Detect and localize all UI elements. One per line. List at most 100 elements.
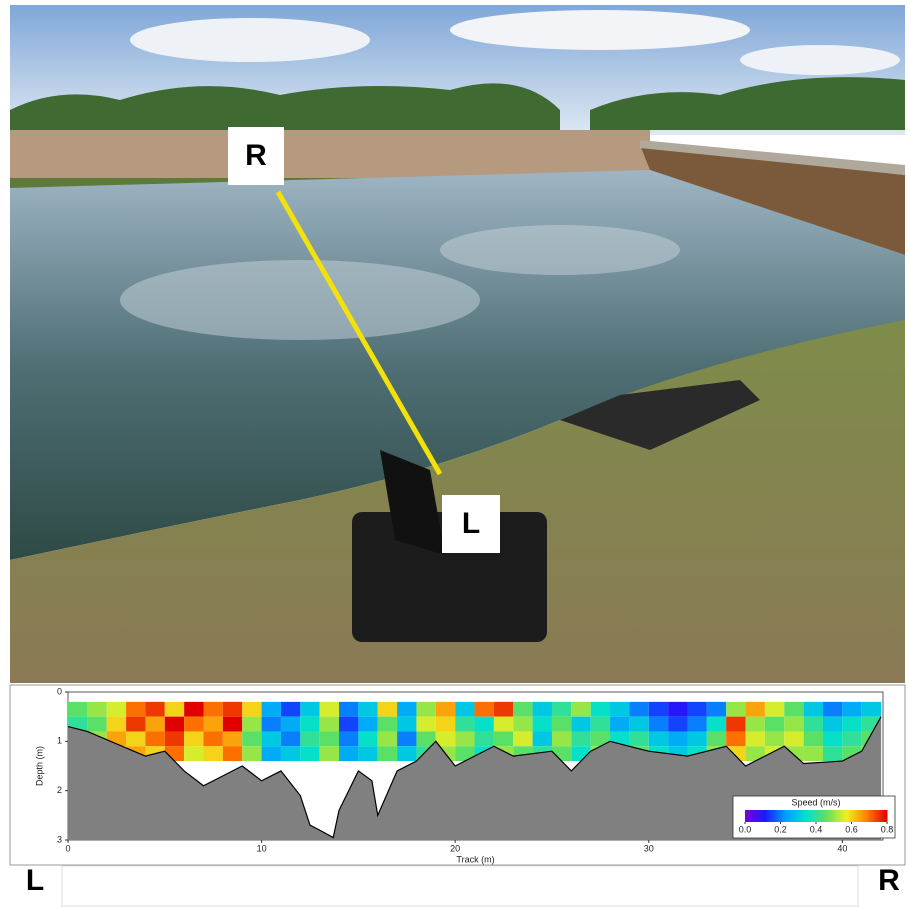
- colorbar-label: Speed (m/s): [791, 797, 840, 807]
- trees: [590, 77, 905, 130]
- speed-cell: [842, 716, 862, 732]
- speed-cell: [532, 701, 552, 717]
- photo: R L: [10, 5, 905, 683]
- speed-cell: [687, 701, 707, 717]
- speed-cell: [648, 701, 669, 717]
- colorbar-swatch: [763, 810, 767, 822]
- speed-cell: [803, 746, 823, 762]
- colorbar-tick-label: 0.4: [810, 824, 823, 834]
- speed-cell: [184, 701, 204, 717]
- speed-cell: [164, 716, 185, 732]
- speed-cell: [87, 701, 107, 717]
- boat: [560, 380, 760, 450]
- colorbar-swatch: [816, 810, 819, 822]
- colorbar-swatch: [749, 810, 753, 822]
- speed-cell: [629, 701, 649, 717]
- speed-cell: [551, 731, 572, 747]
- colorbar-swatch: [825, 810, 829, 822]
- speed-cell: [339, 746, 359, 762]
- speed-cell: [358, 731, 378, 747]
- bed-area: [68, 716, 882, 840]
- speed-cell: [203, 701, 223, 717]
- speed-cell: [435, 716, 456, 732]
- colorbar-swatch: [745, 810, 748, 822]
- colorbar-swatch: [761, 810, 765, 822]
- speed-cell: [164, 701, 185, 717]
- transect-line: [275, 190, 443, 476]
- speed-cell: [687, 716, 707, 732]
- speed-cell: [726, 701, 746, 717]
- speed-cell: [68, 701, 88, 717]
- speed-cell: [455, 716, 475, 732]
- speed-cell: [377, 701, 398, 717]
- speed-cell: [551, 716, 572, 732]
- colorbar-swatch: [851, 810, 855, 822]
- y-tick-label: 3: [57, 834, 62, 844]
- colorbar-swatch: [879, 810, 883, 822]
- speed-cell: [532, 731, 552, 747]
- colorbar-swatch: [884, 810, 888, 822]
- speed-cell: [300, 716, 320, 732]
- speed-cell: [397, 746, 417, 762]
- speed-cell: [822, 716, 843, 732]
- y-axis-label: Depth (m): [34, 746, 44, 786]
- label-left: L: [462, 507, 480, 540]
- colorbar-swatch: [882, 810, 886, 822]
- colorbar-swatch: [794, 810, 798, 822]
- speed-cell: [571, 716, 591, 732]
- colorbar-swatch: [823, 810, 826, 822]
- speed-cell: [280, 731, 301, 747]
- speed-cell: [590, 731, 611, 747]
- speed-cell: [764, 716, 785, 732]
- speed-cell: [242, 746, 262, 762]
- speed-cell: [280, 701, 301, 717]
- colorbar-swatch: [877, 810, 881, 822]
- chart: 0 10 20 30 40 0 1 2 3 Track (m) Depth (m) Speed (m/…: [9, 684, 906, 866]
- colorbar-swatch: [842, 810, 845, 822]
- colorbar-swatch: [839, 810, 843, 822]
- speed-cell: [455, 746, 475, 762]
- colorbar-swatch: [759, 810, 763, 822]
- speed-cell: [803, 731, 823, 747]
- speed-cell: [126, 731, 146, 747]
- colorbar-swatch: [830, 810, 834, 822]
- colorbar-swatch: [818, 810, 822, 822]
- colorbar-tick-label: 0.0: [739, 824, 752, 834]
- speed-cell: [145, 731, 165, 747]
- colorbar-swatch: [832, 810, 836, 822]
- speed-cell: [648, 731, 669, 747]
- speed-cell: [493, 716, 514, 732]
- cloud-reflection: [440, 225, 680, 275]
- speed-cell: [319, 716, 340, 732]
- speed-cell: [745, 701, 765, 717]
- speed-cell: [474, 701, 494, 717]
- speed-cell: [784, 716, 804, 732]
- y-tick-label: 0: [57, 686, 62, 696]
- speed-cell: [513, 716, 533, 732]
- x-tick-label: 0: [65, 843, 70, 853]
- speed-cell: [87, 716, 107, 732]
- colorbar-swatch: [789, 810, 793, 822]
- speed-cell: [745, 746, 765, 762]
- colorbar-swatch: [868, 810, 871, 822]
- bed-line: [67, 716, 882, 839]
- cloud-reflection: [120, 260, 480, 340]
- speed-cell: [532, 716, 552, 732]
- speed-cell: [339, 716, 359, 732]
- colorbar-swatch: [856, 810, 860, 822]
- speed-cell: [455, 731, 475, 747]
- speed-cell: [203, 746, 223, 762]
- speed-cell: [745, 716, 765, 732]
- colorbar-swatch: [813, 810, 817, 822]
- speed-cell: [629, 731, 649, 747]
- colorbar-swatch: [863, 810, 867, 822]
- x-tick-label: 20: [450, 843, 460, 853]
- speed-cell: [300, 701, 320, 717]
- colorbar-swatch: [804, 810, 808, 822]
- speed-cell: [822, 746, 843, 762]
- speed-cell: [706, 716, 727, 732]
- colorbar-swatch: [785, 810, 789, 822]
- speed-cell: [164, 731, 185, 747]
- colorbar-swatch: [834, 810, 838, 822]
- colorbar-swatch: [858, 810, 862, 822]
